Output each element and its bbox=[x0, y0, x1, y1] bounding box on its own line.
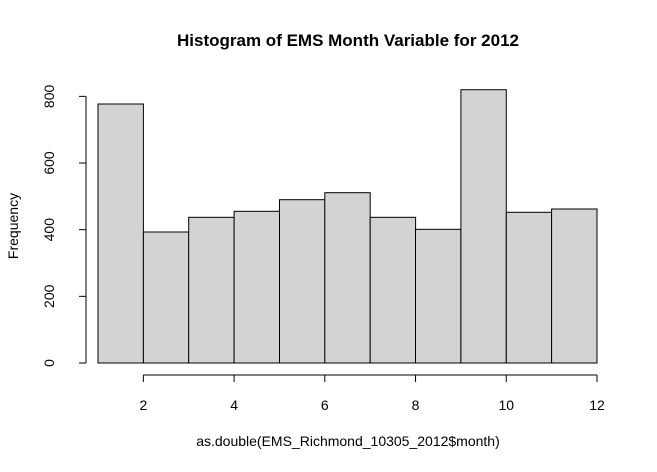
x-tick-label: 8 bbox=[412, 397, 420, 413]
y-tick-label: 200 bbox=[41, 284, 57, 308]
x-axis: 2 4 6 8 10 12 bbox=[139, 374, 605, 413]
chart-title: Histogram of EMS Month Variable for 2012 bbox=[177, 31, 519, 50]
histogram-bar-5 bbox=[279, 199, 326, 364]
y-tick-label: 400 bbox=[41, 218, 57, 242]
y-axis: 0 200 400 600 800 bbox=[41, 85, 87, 367]
histogram-bar-11 bbox=[551, 208, 598, 364]
histogram-bar-3 bbox=[188, 216, 235, 364]
y-axis-label: Frequency bbox=[5, 193, 21, 259]
x-tick-label: 6 bbox=[321, 397, 329, 413]
histogram-bar-1 bbox=[97, 103, 144, 364]
histogram-bar-8 bbox=[415, 228, 462, 364]
histogram-bar-9 bbox=[460, 89, 507, 364]
x-tick-label: 4 bbox=[230, 397, 238, 413]
x-tick-label: 12 bbox=[589, 397, 605, 413]
y-tick-label: 800 bbox=[41, 85, 57, 109]
histogram-bar-10 bbox=[505, 211, 553, 364]
x-axis-label: as.double(EMS_Richmond_10305_2012$month) bbox=[196, 433, 500, 449]
y-tick-label: 600 bbox=[41, 151, 57, 175]
bars-group bbox=[97, 89, 598, 364]
histogram-bar-7 bbox=[369, 216, 417, 364]
x-tick-label: 2 bbox=[139, 397, 147, 413]
x-tick-label: 10 bbox=[498, 397, 514, 413]
histogram-bar-6 bbox=[324, 192, 371, 364]
histogram-bar-2 bbox=[142, 231, 190, 364]
histogram-bar-4 bbox=[233, 210, 281, 364]
y-tick-label: 0 bbox=[41, 359, 57, 367]
